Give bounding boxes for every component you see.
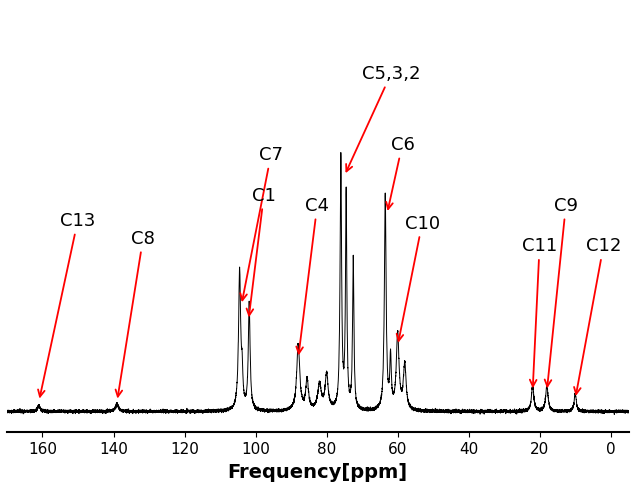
Text: C5,3,2: C5,3,2 — [346, 65, 420, 172]
Text: C10: C10 — [397, 214, 440, 341]
X-axis label: Frequency[ppm]: Frequency[ppm] — [227, 462, 408, 481]
Text: C9: C9 — [545, 196, 578, 386]
Text: C8: C8 — [115, 229, 155, 397]
Text: C11: C11 — [522, 237, 557, 386]
Text: C6: C6 — [386, 136, 415, 210]
Text: C12: C12 — [574, 237, 621, 394]
Text: C13: C13 — [38, 212, 96, 397]
Text: C1: C1 — [247, 186, 276, 316]
Text: C7: C7 — [240, 146, 283, 301]
Text: C4: C4 — [296, 196, 329, 354]
